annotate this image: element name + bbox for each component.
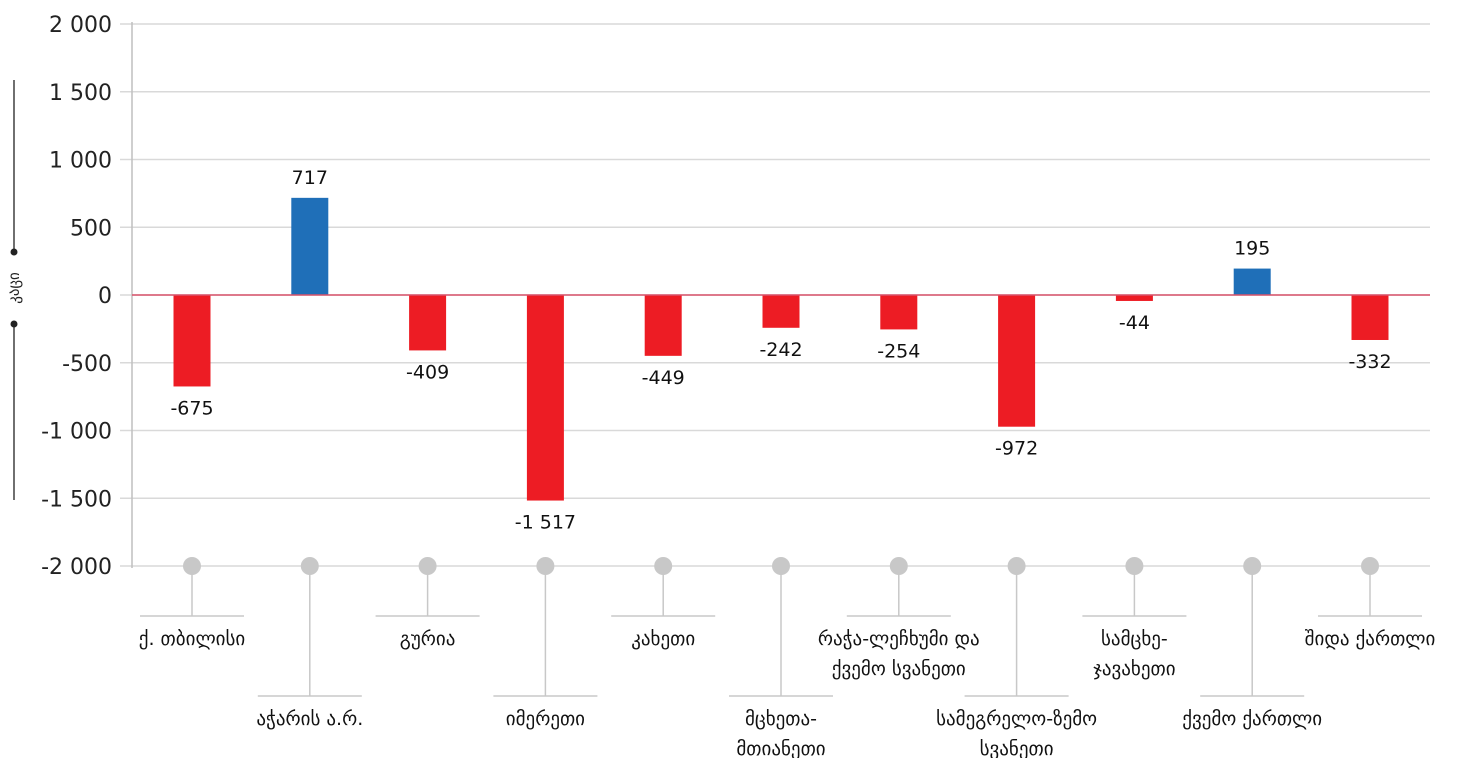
data-label: 717 [292, 167, 328, 189]
bar [1351, 295, 1389, 340]
category-label: მთიანეთი [736, 738, 825, 758]
data-label: -332 [1348, 351, 1391, 373]
y-tick-label: 500 [70, 216, 112, 241]
data-label: -1 517 [515, 512, 576, 534]
bar [762, 295, 800, 328]
category-label: იმერეთი [506, 708, 585, 730]
y-tick-label: -1 500 [41, 487, 112, 512]
category-label: სამეგრელო-ზემო [936, 708, 1097, 730]
y-tick-label: 1 500 [49, 81, 112, 106]
bar [644, 295, 682, 356]
category-label: ჯავახეთი [1093, 658, 1175, 680]
data-label: -972 [995, 438, 1038, 460]
category-label: მცხეთა- [745, 708, 817, 730]
bar [880, 295, 918, 330]
data-label: -242 [759, 339, 802, 361]
y-tick-label: 1 000 [49, 149, 112, 174]
category-label: სამცხე- [1101, 628, 1168, 650]
y-title-bracket-dot [10, 248, 18, 256]
y-tick-label: 0 [98, 284, 112, 309]
category-label: აჭარის ა.რ. [256, 708, 363, 730]
data-label: 195 [1234, 238, 1270, 260]
category-label: კახეთი [631, 628, 695, 650]
category-label: გურია [400, 628, 456, 650]
data-label: -44 [1119, 312, 1150, 334]
data-label: -449 [642, 367, 685, 389]
y-tick-label: -1 000 [41, 420, 112, 445]
category-label: შიდა ქართლი [1305, 628, 1436, 650]
category-label: ქ. თბილისი [139, 628, 246, 650]
bar [526, 295, 564, 501]
bar [1233, 268, 1271, 295]
data-label: -675 [170, 397, 213, 419]
y-tick-label: -2 000 [41, 555, 112, 580]
y-axis-title: კაცი [5, 272, 23, 304]
bar [409, 295, 447, 351]
bar [1115, 295, 1153, 301]
bar [998, 295, 1036, 427]
y-tick-label: -500 [62, 352, 112, 377]
category-label: ქვემო ქართლი [1182, 708, 1322, 730]
data-label: -409 [406, 361, 449, 383]
y-title-bracket-dot [10, 320, 18, 328]
data-label: -254 [877, 340, 920, 362]
category-label: სვანეთი [980, 738, 1054, 758]
category-label: რაჭა-ლეჩხუმი და [818, 628, 980, 650]
bar [291, 197, 329, 295]
category-label: ქვემო სვანეთი [832, 658, 966, 680]
y-tick-label: 2 000 [49, 13, 112, 38]
bar [173, 295, 211, 387]
